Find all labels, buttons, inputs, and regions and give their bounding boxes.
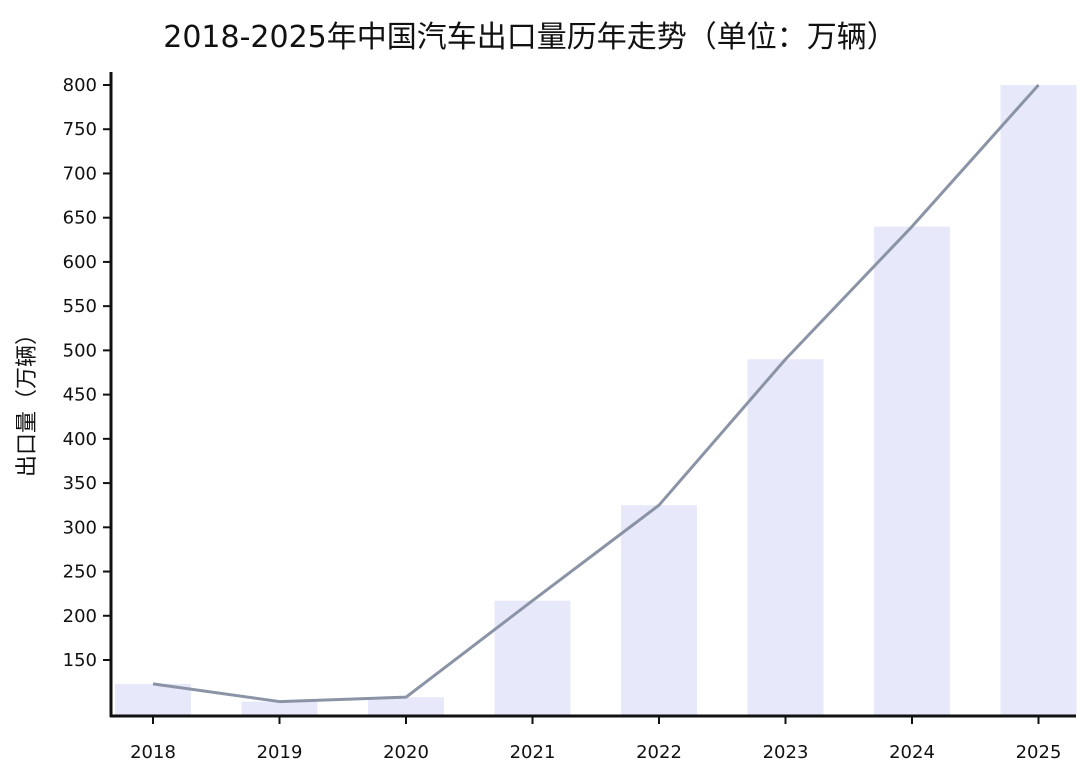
y-tick-label-750: 750	[63, 119, 97, 140]
bar-2022	[621, 505, 697, 716]
bar-2018	[115, 683, 191, 716]
x-tick-label-2025: 2025	[1016, 742, 1062, 763]
x-tick-label-2023: 2023	[763, 742, 809, 763]
y-tick-label-250: 250	[63, 562, 97, 583]
bar-2019	[241, 701, 318, 716]
trend-line	[152, 84, 1040, 704]
y-ticks-group: 150 200 250 300 350 400 450 500 550 600 650 700 750 8…	[63, 75, 111, 671]
y-tick-label-650: 650	[63, 208, 97, 229]
bars-group	[115, 85, 1077, 717]
bar-2025	[1000, 85, 1077, 716]
x-ticks-group: 2018 2019 2020 2021 2022 2023 2024 2025	[130, 716, 1061, 763]
bar-2021	[494, 600, 571, 716]
trend-line-group	[152, 84, 1040, 704]
y-tick-label-200: 200	[63, 606, 97, 627]
y-tick-label-550: 550	[63, 296, 97, 317]
y-tick-label-600: 600	[63, 252, 97, 273]
y-tick-label-300: 300	[63, 517, 97, 538]
y-tick-label-700: 700	[63, 163, 97, 184]
x-tick-label-2019: 2019	[257, 742, 303, 763]
x-tick-label-2018: 2018	[130, 742, 176, 763]
x-tick-label-2022: 2022	[636, 742, 682, 763]
x-tick-label-2020: 2020	[383, 742, 429, 763]
y-tick-label-150: 150	[63, 650, 97, 671]
y-axis-label: 出口量（万辆）	[15, 323, 40, 477]
y-tick-label-400: 400	[63, 429, 97, 450]
y-tick-label-450: 450	[63, 385, 97, 406]
y-tick-label-500: 500	[63, 340, 97, 361]
bar-2024	[874, 226, 950, 717]
bar-2020	[368, 697, 444, 716]
chart-title: 2018-2025年中国汽车出口量历年走势（单位：万辆）	[163, 20, 897, 55]
bar-2023	[747, 359, 824, 716]
y-tick-label-350: 350	[63, 473, 97, 494]
x-tick-label-2024: 2024	[889, 742, 935, 763]
x-tick-label-2021: 2021	[510, 742, 556, 763]
y-tick-label-800: 800	[63, 75, 97, 96]
